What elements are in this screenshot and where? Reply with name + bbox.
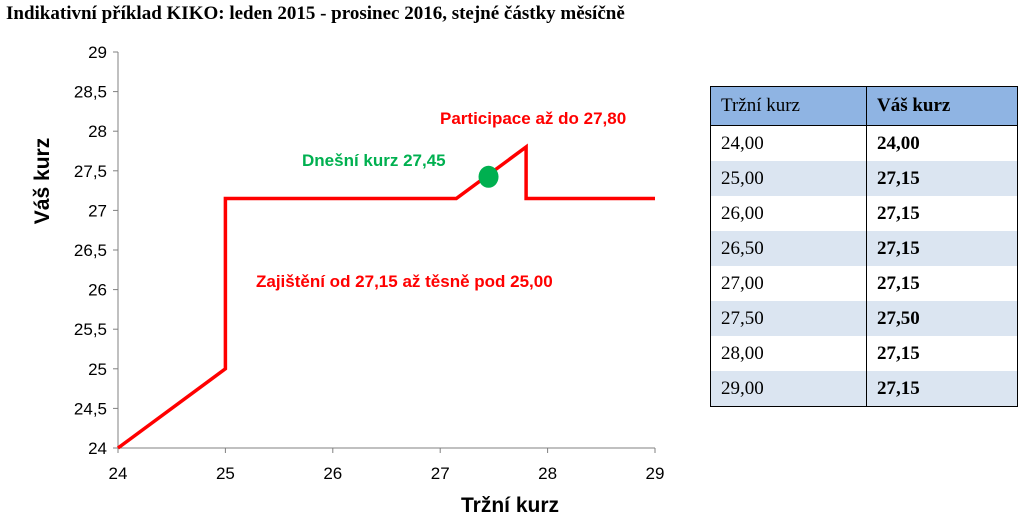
market-rate-cell: 28,00 bbox=[710, 336, 867, 371]
y-tick-label: 25,5 bbox=[74, 320, 107, 339]
table-row: 27,00 27,15 bbox=[710, 266, 1018, 301]
market-rate-cell: 26,50 bbox=[710, 231, 867, 266]
market-rate-cell: 27,00 bbox=[710, 266, 867, 301]
y-axis-title: Váš kurz bbox=[31, 138, 54, 224]
market-rate-cell: 25,00 bbox=[710, 161, 867, 196]
your-rate-cell: 27,15 bbox=[866, 266, 1018, 301]
y-tick-label: 24 bbox=[88, 439, 107, 458]
table-row: 26,50 27,15 bbox=[710, 231, 1018, 266]
table-row: 29,00 27,15 bbox=[710, 371, 1018, 407]
y-tick-label: 28 bbox=[88, 122, 107, 141]
x-tick-label: 25 bbox=[216, 464, 235, 483]
y-tick-label: 24,5 bbox=[74, 399, 107, 418]
table-row: 25,00 27,15 bbox=[710, 161, 1018, 196]
rate-table: Tržní kurz Váš kurz 24,00 24,00 25,00 27,1… bbox=[710, 86, 1018, 407]
y-ticks: 24 24,5 25 25,5 26 26,5 27 27,5 28 28,5 29 bbox=[74, 43, 118, 458]
x-tick-label: 28 bbox=[538, 464, 557, 483]
y-tick-label: 26,5 bbox=[74, 241, 107, 260]
page-title: Indikativní příklad KIKO: leden 2015 - p… bbox=[6, 3, 625, 24]
market-rate-cell: 27,50 bbox=[710, 301, 867, 336]
x-tick-label: 24 bbox=[109, 464, 128, 483]
annotation-today: Dnešní kurz 27,45 bbox=[302, 151, 446, 170]
your-rate-cell: 24,00 bbox=[866, 125, 1018, 161]
annotation-participation: Participace až do 27,80 bbox=[440, 109, 626, 128]
x-tick-label: 29 bbox=[646, 464, 665, 483]
column-header-your-rate: Váš kurz bbox=[866, 86, 1018, 126]
your-rate-cell: 27,15 bbox=[866, 196, 1018, 231]
table-row: 24,00 24,00 bbox=[710, 125, 1018, 161]
series-line bbox=[116, 143, 655, 450]
table-row: 27,50 27,50 bbox=[710, 301, 1018, 336]
your-rate-cell: 27,50 bbox=[866, 301, 1018, 336]
market-rate-cell: 29,00 bbox=[710, 371, 867, 407]
table-row: 28,00 27,15 bbox=[710, 336, 1018, 371]
y-tick-label: 29 bbox=[88, 43, 107, 62]
y-tick-label: 27 bbox=[88, 201, 107, 220]
x-tick-label: 27 bbox=[431, 464, 450, 483]
y-tick-label: 27,5 bbox=[74, 162, 107, 181]
market-rate-cell: 26,00 bbox=[710, 196, 867, 231]
market-rate-cell: 24,00 bbox=[710, 125, 867, 161]
y-tick-label: 26 bbox=[88, 281, 107, 300]
y-tick-label: 28,5 bbox=[74, 83, 107, 102]
column-header-market-rate: Tržní kurz bbox=[710, 86, 867, 126]
your-rate-cell: 27,15 bbox=[866, 336, 1018, 371]
x-axis-title: Tržní kurz bbox=[461, 494, 559, 517]
your-rate-cell: 27,15 bbox=[866, 371, 1018, 407]
x-tick-label: 26 bbox=[323, 464, 342, 483]
annotation-protection: Zajištění od 27,15 až těsně pod 25,00 bbox=[256, 272, 553, 291]
your-rate-cell: 27,15 bbox=[866, 231, 1018, 266]
table-row: 26,00 27,15 bbox=[710, 196, 1018, 231]
x-ticks: 24 25 26 27 28 29 bbox=[109, 448, 665, 483]
table-header-row: Tržní kurz Váš kurz bbox=[710, 86, 1018, 126]
your-rate-cell: 27,15 bbox=[866, 161, 1018, 196]
y-tick-label: 25 bbox=[88, 360, 107, 379]
today-marker bbox=[478, 165, 499, 188]
